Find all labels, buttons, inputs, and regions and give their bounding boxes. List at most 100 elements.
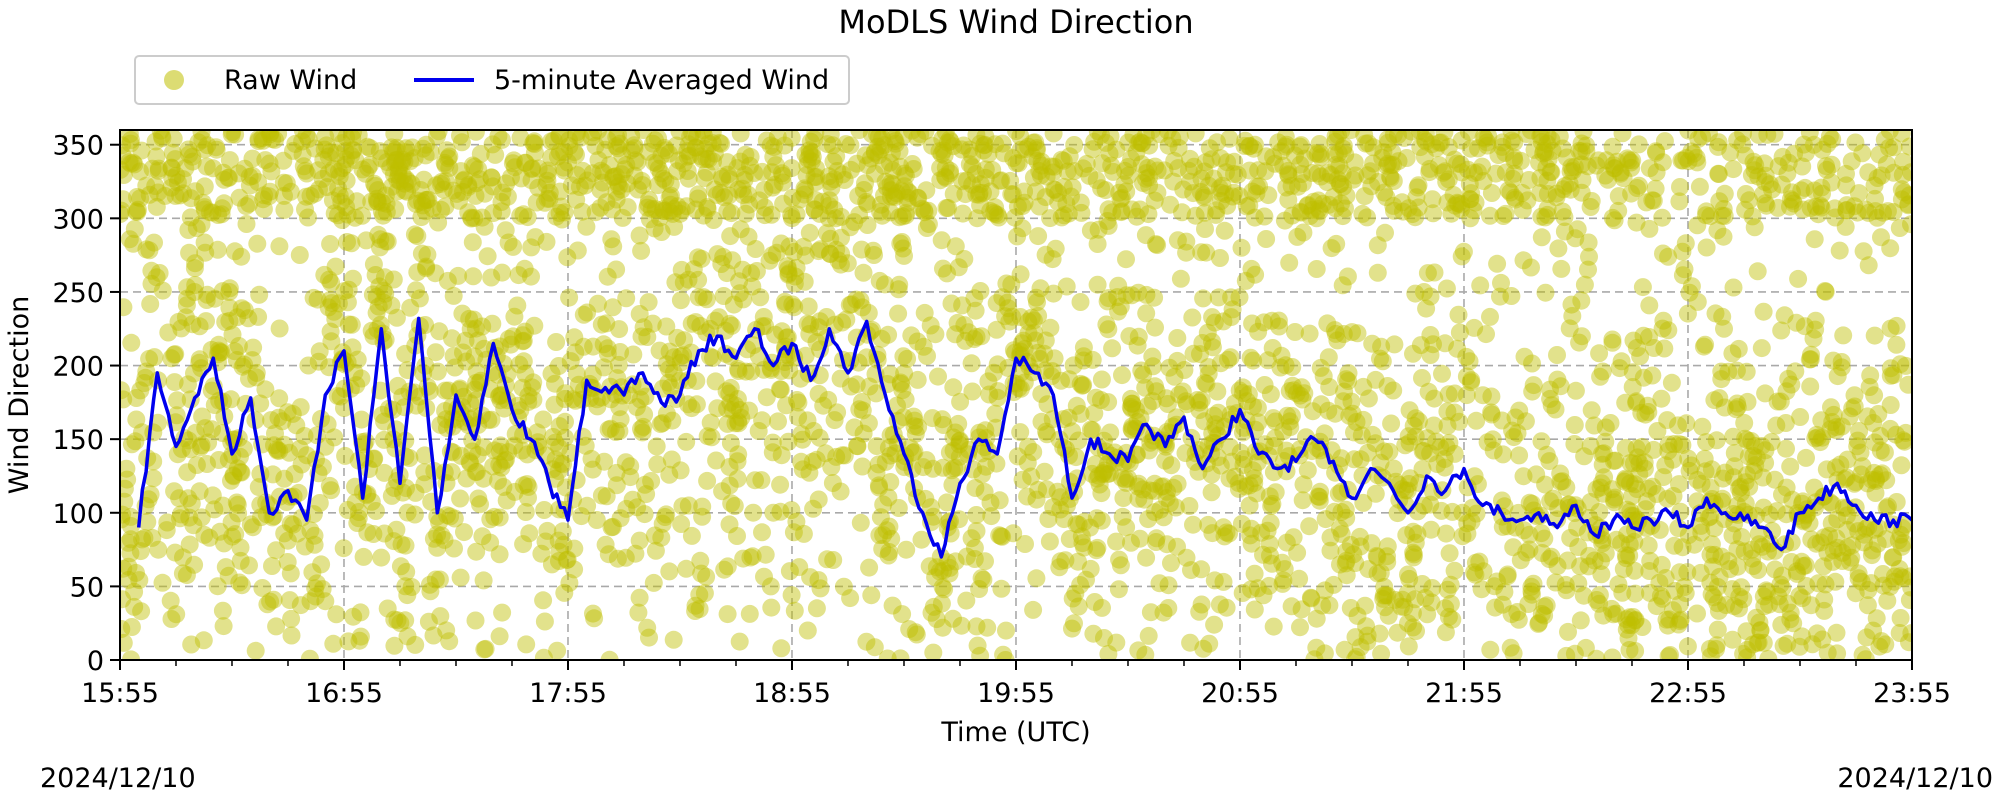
raw-wind-point [414,139,433,158]
raw-wind-point [466,380,485,399]
raw-wind-point [1346,166,1365,185]
raw-wind-point [1403,205,1422,224]
raw-wind-point [436,172,455,191]
raw-wind-point [550,204,569,222]
raw-wind-point [1822,398,1840,417]
x-tick-label: 17:55 [529,678,607,709]
raw-wind-point [1482,403,1501,422]
raw-wind-point [944,609,962,628]
raw-wind-point [1414,496,1433,515]
raw-wind-point [1867,470,1885,489]
raw-wind-point [1184,515,1202,534]
raw-wind-point [1341,130,1360,140]
raw-wind-point [931,159,950,177]
raw-wind-point [1232,238,1251,257]
raw-wind-point [120,381,130,400]
raw-wind-point [1286,323,1304,341]
raw-wind-point [122,650,140,660]
raw-wind-point [1032,384,1051,403]
raw-wind-point [832,244,851,263]
raw-wind-point [149,540,168,559]
raw-wind-point [542,132,561,151]
raw-wind-point [1522,585,1541,604]
raw-wind-point [1358,443,1377,462]
raw-wind-point [1384,172,1403,190]
raw-wind-point [1807,425,1826,444]
raw-wind-point [1132,361,1151,380]
raw-wind-point [1582,401,1601,420]
raw-wind-point [147,268,166,287]
raw-wind-point [616,548,635,567]
raw-wind-point [475,640,494,659]
raw-wind-point [338,293,357,312]
raw-wind-point [1197,243,1216,262]
raw-wind-point [702,428,721,447]
raw-wind-point [1899,375,1912,394]
raw-wind-point [321,235,340,253]
raw-wind-point [722,204,741,223]
raw-wind-point [944,428,963,447]
raw-wind-point [631,390,650,409]
raw-wind-point [511,130,530,147]
raw-wind-point [1587,156,1606,175]
raw-wind-point [678,142,697,161]
raw-wind-point [1324,187,1343,206]
raw-wind-point [692,564,711,583]
raw-wind-point [1230,288,1249,307]
raw-wind-point [1301,588,1320,607]
raw-wind-point [1308,164,1327,183]
raw-wind-point [1865,520,1884,539]
raw-wind-point [1249,322,1268,341]
raw-wind-point [937,493,956,512]
raw-wind-point [147,147,166,166]
raw-wind-point [382,486,401,505]
raw-wind-point [1333,207,1352,226]
raw-wind-point [275,186,293,205]
raw-wind-point [392,535,411,554]
raw-wind-point [1581,198,1600,216]
raw-wind-point [1208,448,1227,467]
raw-wind-point [609,130,627,144]
raw-wind-point [1117,473,1136,492]
raw-wind-point [1901,567,1912,586]
raw-wind-point [1374,589,1393,608]
raw-wind-point [1655,132,1674,151]
raw-wind-point [1315,644,1334,660]
raw-wind-point [1887,335,1906,354]
raw-wind-point [367,189,386,208]
raw-wind-point [681,130,700,146]
raw-wind-point [313,169,332,188]
raw-wind-point [984,363,1003,382]
raw-wind-point [223,325,242,344]
raw-wind-point [953,204,972,223]
raw-wind-point [1679,526,1698,544]
raw-wind-point [1869,405,1888,423]
raw-wind-point [178,463,197,482]
raw-wind-point [1737,431,1756,450]
raw-wind-point [1291,155,1310,174]
raw-wind-point [1024,600,1043,619]
raw-wind-point [654,200,673,219]
raw-wind-point [490,508,509,527]
raw-wind-point [1884,203,1903,221]
raw-wind-point [699,134,718,153]
raw-wind-point [1424,204,1443,223]
raw-wind-point [1712,370,1731,389]
raw-wind-point [444,286,463,305]
raw-wind-point [1715,398,1734,417]
raw-wind-point [926,568,945,587]
raw-wind-point [385,153,404,172]
raw-wind-point [435,530,454,549]
raw-wind-point [165,373,184,392]
raw-wind-point [1130,529,1149,548]
raw-wind-point [1384,155,1402,174]
raw-wind-point [1080,166,1099,185]
raw-wind-point [1603,208,1622,227]
raw-wind-point [773,166,792,185]
raw-wind-point [883,596,902,615]
raw-wind-point [321,143,340,162]
raw-wind-point [275,469,294,488]
raw-wind-point [215,534,233,553]
raw-wind-point [802,152,821,171]
raw-wind-point [1406,284,1425,303]
